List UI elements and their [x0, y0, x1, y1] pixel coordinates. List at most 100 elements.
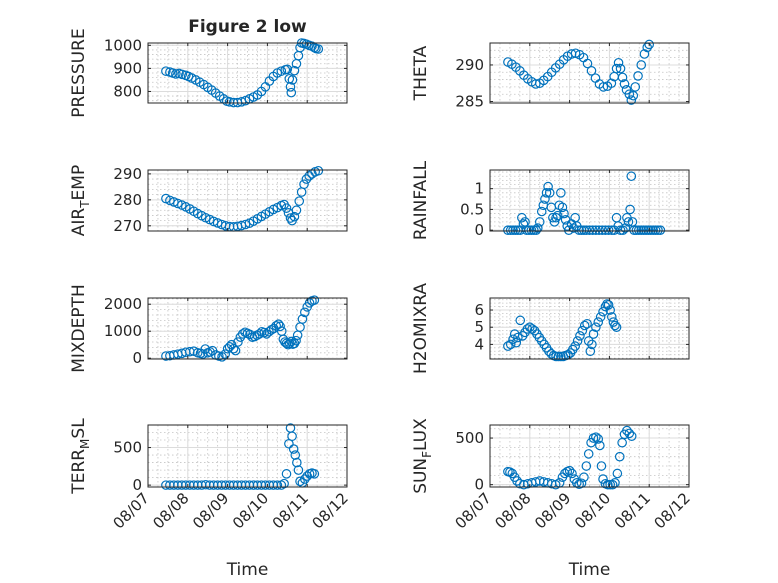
data-point [603, 225, 614, 235]
data-point [624, 89, 635, 100]
data-point [598, 82, 609, 92]
data-point [611, 63, 622, 74]
data-point [584, 225, 595, 235]
data-point [587, 225, 598, 235]
data-point [560, 468, 570, 479]
y-axis-label: SUNFLUX [411, 418, 434, 494]
tick-marks [489, 425, 690, 487]
data-point [551, 212, 561, 223]
axes-pressure: 800 900 1000 PRESSURE Figure 2 low [69, 17, 348, 118]
data-point [505, 339, 516, 350]
data-point [579, 320, 590, 331]
y-tick-label: 0 [474, 221, 484, 239]
data-point [620, 223, 631, 233]
data-point [618, 225, 628, 235]
data-point [634, 225, 644, 235]
y-axis-label: RAINFALL [411, 160, 431, 240]
data-point [240, 219, 251, 230]
y-tick-label: 900 [113, 59, 142, 77]
data-point [572, 336, 583, 346]
data-point [588, 329, 599, 339]
data-point [290, 450, 301, 460]
data-point [289, 211, 300, 222]
data-point [292, 457, 302, 468]
data-point [293, 465, 304, 475]
data-point [570, 341, 580, 351]
data-point [287, 75, 298, 85]
data-point [570, 48, 581, 59]
axes-frame [147, 297, 348, 360]
series-markers [161, 423, 320, 490]
data-point [304, 298, 315, 308]
data-point [297, 314, 308, 324]
data-point [233, 337, 243, 347]
data-point [300, 307, 310, 318]
data-point [598, 306, 608, 317]
data-point [586, 66, 597, 76]
data-point [645, 225, 656, 235]
data-point [287, 431, 297, 442]
data-point [236, 97, 247, 107]
data-point [650, 225, 661, 235]
data-point [524, 322, 535, 333]
data-point [289, 65, 300, 76]
data-point [299, 179, 309, 190]
data-point [522, 324, 533, 334]
data-point [309, 295, 320, 305]
axes-theta: 285 290 THETA [411, 39, 690, 111]
data-point [279, 478, 289, 489]
data-point [543, 181, 553, 192]
data-point [309, 469, 320, 479]
y-tick-label: 4 [474, 335, 484, 353]
tick-marks [147, 425, 348, 487]
data-point [281, 203, 292, 213]
axes-rainfall: 0 0.5 1 RAINFALL [411, 160, 690, 240]
data-point [301, 174, 312, 184]
data-point [624, 428, 635, 439]
axes-h2omixra: 456 H2OMIXRA [411, 283, 690, 374]
y-tick-label: 1000 [104, 322, 142, 340]
data-point [531, 225, 541, 235]
data-point [617, 437, 627, 448]
data-point [597, 225, 608, 235]
data-point [655, 225, 666, 235]
data-point [511, 337, 522, 348]
data-point [272, 480, 283, 490]
y-tick-label: 500 [455, 429, 484, 447]
data-point [295, 476, 305, 487]
data-point [591, 322, 601, 333]
y-tick-label: 500 [113, 439, 142, 457]
tick-marks [147, 170, 348, 231]
data-point [282, 64, 293, 75]
data-point [625, 204, 635, 215]
data-point [553, 351, 564, 362]
axes-frame [147, 42, 348, 104]
data-point [596, 461, 607, 471]
tick-marks [489, 298, 690, 359]
data-point [548, 212, 558, 223]
data-point [559, 208, 569, 219]
y-axis-label: MIXDEPTH [69, 284, 89, 373]
data-point [581, 225, 592, 235]
data-point [300, 474, 310, 484]
data-point [505, 225, 516, 235]
data-point [294, 196, 305, 206]
data-point [619, 79, 630, 89]
axes-frame [147, 169, 348, 232]
y-tick-label: 285 [455, 93, 484, 111]
data-point [556, 188, 566, 198]
data-point [530, 79, 541, 89]
axes-frame [489, 42, 690, 104]
data-point [611, 322, 622, 333]
tick-marks [489, 170, 690, 231]
data-point [612, 468, 623, 479]
data-point [628, 90, 639, 101]
data-point [636, 60, 647, 70]
data-point [583, 449, 594, 459]
data-point [644, 39, 654, 50]
data-point [245, 329, 255, 340]
data-point [591, 432, 601, 442]
data-point [291, 335, 301, 346]
data-point [161, 66, 171, 76]
data-point [605, 305, 615, 315]
